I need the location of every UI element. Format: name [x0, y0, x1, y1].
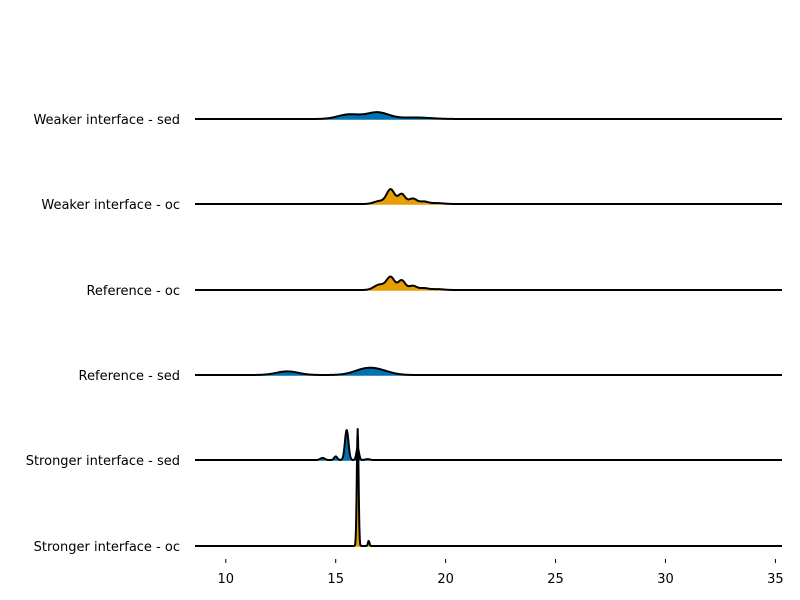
row-label-reference-sed: Reference - sed	[79, 369, 180, 384]
ridge-fill-weaker-interface-sed	[195, 112, 782, 119]
x-tick-label-25: 25	[547, 572, 564, 587]
ridge-outline-reference-sed	[194, 366, 783, 376]
x-tick-label-35: 35	[767, 572, 784, 587]
x-tick-label-20: 20	[437, 572, 454, 587]
x-tick-label-15: 15	[327, 572, 344, 587]
ridge-fill-weaker-interface-oc	[195, 189, 782, 204]
ridge-outline-stronger-interface-oc	[194, 428, 783, 547]
x-tick-label-10: 10	[218, 572, 235, 587]
ridges	[194, 111, 783, 547]
ridge-fill-reference-oc	[195, 276, 782, 290]
row-label-stronger-interface-oc: Stronger interface - oc	[34, 540, 180, 555]
row-label-stronger-interface-sed: Stronger interface - sed	[26, 454, 180, 469]
row-labels: Weaker interface - sed Weaker interface -…	[26, 113, 180, 555]
ridge-outline-weaker-interface-sed	[194, 111, 783, 120]
x-axis: 10 15 20 25 30 35	[218, 559, 784, 587]
row-label-weaker-interface-oc: Weaker interface - oc	[41, 198, 180, 213]
ridge-fill-stronger-interface-sed	[195, 430, 782, 460]
row-label-weaker-interface-sed: Weaker interface - sed	[33, 113, 180, 128]
ridge-outline-stronger-interface-sed	[194, 429, 783, 461]
ridge-outline-reference-oc	[194, 275, 783, 291]
ridge-fill-stronger-interface-oc	[195, 429, 782, 546]
row-label-reference-oc: Reference - oc	[86, 284, 180, 299]
ridge-outline-weaker-interface-oc	[194, 188, 783, 205]
x-tick-label-30: 30	[657, 572, 674, 587]
